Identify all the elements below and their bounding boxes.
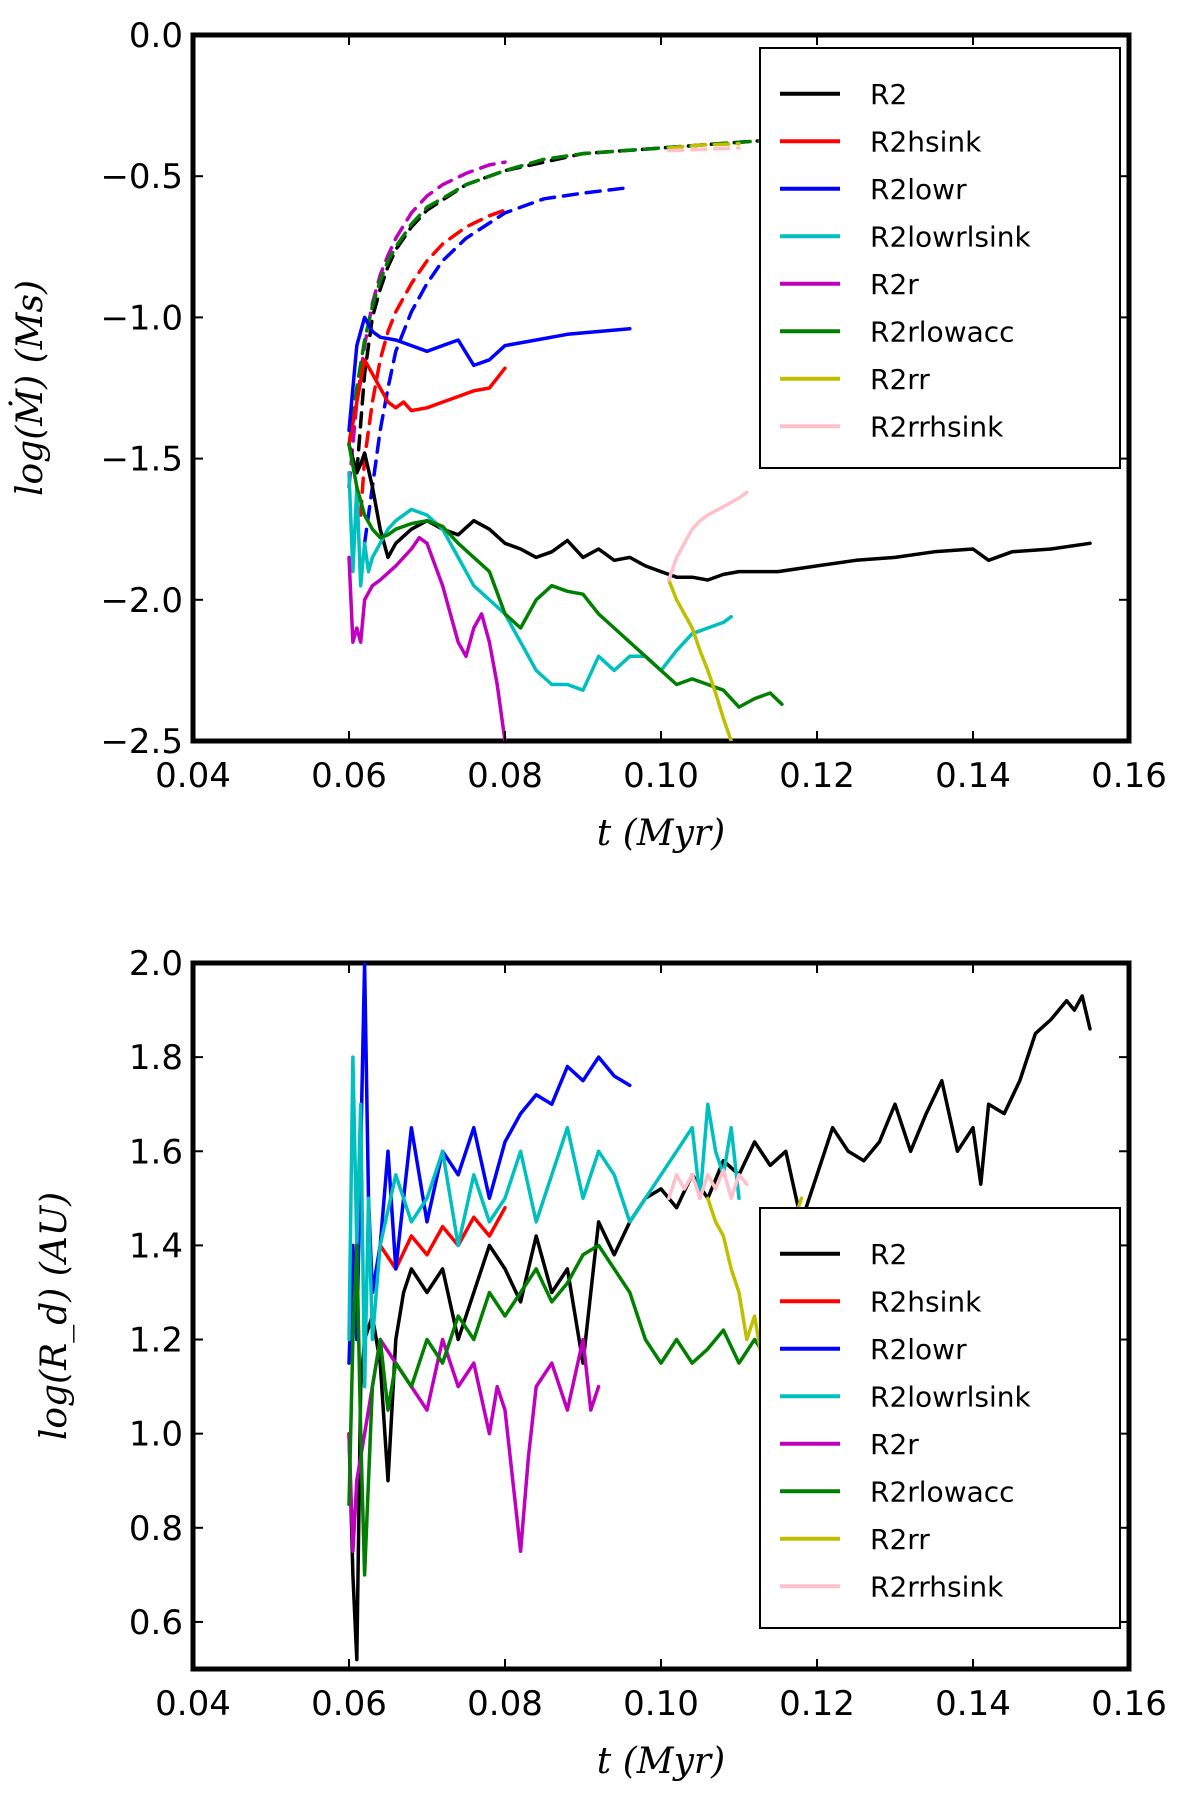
mdot-series-r2rlowacc xyxy=(347,442,784,709)
radius-y-tick-label: 2.0 xyxy=(129,944,183,984)
mdot-legend-box xyxy=(759,47,1121,469)
radius-x-tick-label: 0.10 xyxy=(623,1684,699,1724)
mdot-x-tick-label: 0.14 xyxy=(935,756,1011,796)
radius-y-tick-label: 0.8 xyxy=(129,1509,183,1549)
radius-series-r2hsink xyxy=(378,1205,507,1271)
radius-y-tick-label: 1.6 xyxy=(129,1132,183,1172)
mdot-legend-label-r2rrhsink: R2rrhsink xyxy=(870,410,1004,443)
radius-y-tick-label: 1.0 xyxy=(129,1415,183,1455)
radius-series-r2rrhsink xyxy=(667,1168,749,1201)
mdot-x-tick-label: 0.08 xyxy=(467,756,543,796)
mdot-y-tick-label: −1.0 xyxy=(100,298,183,338)
mdot-y-tick-label: −1.5 xyxy=(100,440,183,480)
mdot-legend-label-r2rlowacc: R2rlowacc xyxy=(870,315,1015,348)
radius-panel: 0.04 0.06 0.08 0.10 0.12 0.14 0.16 2.0 1.8 1.6 1.4… xyxy=(34,944,1167,1782)
mdot-legend-label-r2: R2 xyxy=(870,78,907,111)
mdot-x-tick-label: 0.06 xyxy=(311,756,387,796)
mdot-series-r2 xyxy=(347,442,1092,582)
radius-x-tick-label: 0.08 xyxy=(467,1684,543,1724)
radius-series-r2lowr xyxy=(347,963,632,1365)
radius-y-tick-label: 1.2 xyxy=(129,1321,183,1361)
radius-y-tick-label: 0.6 xyxy=(129,1603,183,1643)
mdot-series-r2lowr-cumulative-dashed xyxy=(362,185,632,546)
radius-y-tick-label: 1.4 xyxy=(129,1226,183,1266)
mdot-series-r2hsink-cumulative-dashed xyxy=(358,208,507,517)
mdot-legend-label-r2hsink: R2hsink xyxy=(870,125,982,158)
mdot-legend-label-r2rr: R2rr xyxy=(870,363,930,396)
radius-x-tick-label: 0.14 xyxy=(935,1684,1011,1724)
mdot-y-axis-label: log(Ṁ) (Ms) xyxy=(9,280,51,496)
mdot-series-r2-cumulative-dashed xyxy=(355,137,780,475)
radius-series-r2lowrlsink xyxy=(347,1055,741,1389)
mdot-series-r2rlowacc-cumulative-dashed xyxy=(347,137,780,447)
radius-x-axis-label: t (Myr) xyxy=(597,1741,725,1782)
mdot-series-r2hsink xyxy=(347,358,507,447)
mdot-y-tick-label: 0.0 xyxy=(129,16,183,56)
mdot-y-tick-label: −2.0 xyxy=(100,581,183,621)
radius-legend-label-r2rlowacc: R2rlowacc xyxy=(870,1475,1015,1508)
mdot-series-r2r xyxy=(347,535,507,741)
mdot-x-tick-label: 0.12 xyxy=(779,756,855,796)
radius-series-r2rlowacc xyxy=(347,1243,788,1577)
mdot-legend-label-r2r: R2r xyxy=(870,268,919,301)
mdot-x-tick-label: 0.10 xyxy=(623,756,699,796)
radius-legend-label-r2r: R2r xyxy=(870,1428,919,1461)
mdot-series-r2lowr xyxy=(347,315,632,433)
radius-legend-label-r2: R2 xyxy=(870,1238,907,1271)
radius-x-tick-label: 0.06 xyxy=(311,1684,387,1724)
mdot-legend-label-r2lowr: R2lowr xyxy=(870,173,967,206)
radius-x-tick-label: 0.12 xyxy=(779,1684,855,1724)
radius-y-axis-label: log(R_d) (AU) xyxy=(34,1192,75,1440)
mdot-series-r2rrhsink xyxy=(667,490,749,582)
mdot-series-r2rr xyxy=(667,578,733,741)
mdot-series-r2rr-cumulative-dashed xyxy=(667,141,741,150)
mdot-series-r2lowrlsink xyxy=(347,470,733,692)
radius-x-tick-label: 0.16 xyxy=(1091,1684,1167,1724)
mdot-panel: 0.04 0.06 0.08 0.10 0.12 0.14 0.16 0.0 −0.5 −1.0 −… xyxy=(9,16,1167,854)
mdot-series-r2rrhsink-cumulative-dashed xyxy=(667,146,741,153)
mdot-x-tick-label: 0.04 xyxy=(155,756,231,796)
radius-legend-label-r2rr: R2rr xyxy=(870,1523,930,1556)
radius-legend-label-r2lowrlsink: R2lowrlsink xyxy=(870,1380,1031,1413)
radius-y-tick-label: 1.8 xyxy=(129,1038,183,1078)
mdot-x-axis-label: t (Myr) xyxy=(597,813,725,854)
radius-x-tick-label: 0.04 xyxy=(155,1684,231,1724)
radius-legend-box xyxy=(759,1207,1121,1629)
mdot-y-tick-label: −0.5 xyxy=(100,157,183,197)
radius-legend-label-r2rrhsink: R2rrhsink xyxy=(870,1570,1004,1603)
mdot-y-tick-label: −2.5 xyxy=(100,722,183,762)
radius-legend-label-r2lowr: R2lowr xyxy=(870,1333,967,1366)
radius-legend-label-r2hsink: R2hsink xyxy=(870,1285,982,1318)
mdot-x-tick-label: 0.16 xyxy=(1091,756,1167,796)
mdot-legend-label-r2lowrlsink: R2lowrlsink xyxy=(870,220,1031,253)
